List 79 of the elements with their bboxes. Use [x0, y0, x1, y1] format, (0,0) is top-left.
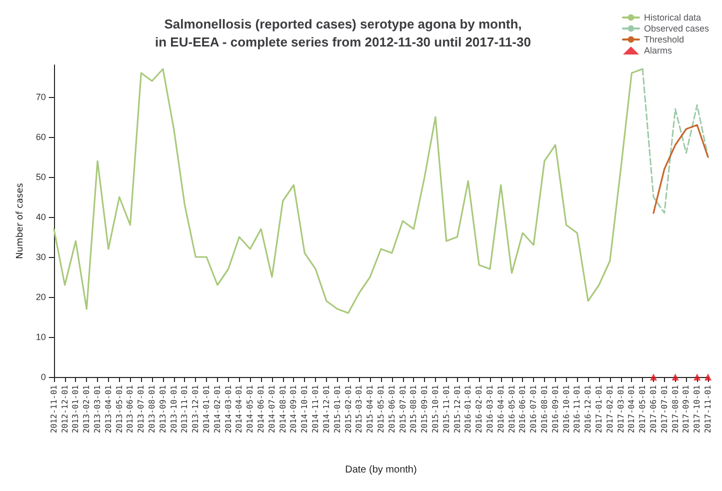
x-tick-label: 2016-07-01: [529, 384, 538, 434]
x-tick-label: 2013-10-01: [169, 384, 178, 434]
x-tick-label: 2016-06-01: [518, 384, 528, 434]
x-tick-label: 2017-08-01: [670, 384, 680, 434]
legend-label: Historical data: [644, 12, 701, 22]
x-tick-label: 2015-04-01: [366, 384, 375, 434]
line-series: [652, 124, 709, 214]
x-tick-label: 2015-11-01: [442, 384, 451, 434]
x-tick-label: 2015-05-01: [376, 384, 386, 434]
x-tick-label: 2013-04-01: [104, 384, 113, 434]
x-tick-label: 2014-11-01: [311, 384, 320, 434]
x-tick-label: 2013-01-01: [71, 384, 80, 434]
x-tick-label: 2016-01-01: [464, 384, 473, 434]
x-tick-label: 2014-01-01: [202, 384, 212, 434]
x-tick-label: 2014-02-01: [212, 384, 222, 434]
x-tick-label: 2016-02-01: [474, 384, 484, 434]
x-tick-label: 2016-10-01: [562, 384, 571, 434]
x-tick-label: 2016-12-01: [584, 384, 593, 434]
x-tick-label: 2013-11-01: [180, 384, 190, 434]
x-tick-label: 2016-04-01: [496, 384, 506, 434]
x-tick-label: 2014-07-01: [267, 384, 276, 434]
x-tick-label: 2015-02-01: [344, 384, 353, 434]
y-tick-label: 30: [36, 252, 46, 262]
line-series: [53, 68, 644, 314]
x-tick-label: 2017-09-01: [682, 384, 691, 434]
legend-label: Threshold: [644, 34, 684, 44]
x-tick-label: 2014-08-01: [278, 384, 288, 434]
x-tick-label: 2014-06-01: [256, 384, 266, 434]
x-tick-label: 2015-08-01: [409, 384, 418, 434]
y-tick-label: 10: [36, 332, 46, 342]
x-tick-label: 2012-12-01: [60, 384, 70, 434]
y-tick-label: 40: [36, 212, 46, 222]
y-tick-label: 50: [36, 172, 46, 182]
x-tick-label: 2017-05-01: [638, 384, 648, 434]
y-tick-label: 60: [36, 132, 46, 142]
x-tick-label: 2017-04-01: [627, 384, 636, 434]
x-tick-label: 2013-02-01: [82, 384, 92, 434]
x-tick-label: 2013-08-01: [148, 384, 157, 434]
x-tick-label: 2014-05-01: [246, 384, 255, 434]
x-tick-label: 2017-03-01: [616, 384, 626, 434]
x-tick-label: 2014-10-01: [300, 384, 310, 434]
x-tick-label: 2017-02-01: [605, 384, 614, 434]
legend-label: Alarms: [644, 46, 672, 56]
x-tick-label: 2013-07-01: [136, 384, 146, 434]
x-tick-label: 2014-09-01: [289, 384, 298, 434]
x-tick-label: 2013-03-01: [93, 384, 102, 434]
x-tick-label: 2017-07-01: [660, 384, 669, 434]
x-tick-label: 2016-11-01: [572, 384, 582, 434]
x-tick-label: 2012-11-01: [49, 384, 58, 434]
x-tick-label: 2014-04-01: [234, 384, 244, 434]
x-tick-label: 2015-10-01: [430, 384, 440, 434]
x-tick-label: 2015-09-01: [420, 384, 430, 434]
x-tick-label: 2014-12-01: [322, 384, 331, 434]
x-tick-label: 2015-07-01: [398, 384, 408, 434]
y-tick-label: 70: [36, 92, 46, 102]
x-tick-label: 2015-03-01: [354, 384, 364, 434]
x-tick-label: 2013-05-01: [114, 384, 124, 434]
x-tick-label: 2017-10-01: [692, 384, 702, 434]
y-tick-label: 0: [40, 372, 46, 382]
x-tick-label: 2015-12-01: [452, 384, 462, 434]
x-tick-label: 2016-08-01: [540, 384, 549, 434]
legend-label: Observed cases: [644, 24, 710, 34]
x-tick-label: 2013-09-01: [158, 384, 168, 434]
x-tick-label: 2017-11-01: [704, 384, 712, 434]
x-tick-label: 2017-01-01: [594, 384, 604, 434]
x-tick-label: 2013-06-01: [126, 384, 135, 434]
x-tick-label: 2014-03-01: [224, 384, 233, 434]
x-tick-label: 2017-06-01: [648, 384, 658, 434]
y-axis-title: Number of cases: [16, 182, 26, 259]
x-axis-title: Date (by month): [345, 464, 417, 476]
line-series: [642, 68, 709, 214]
x-tick-label: 2016-05-01: [507, 384, 516, 434]
chart-title: Salmonellosis (reported cases) serotype agona by month, in EU-EEA - complete series from 2012-11-30 until 2017-11-30: [155, 16, 531, 50]
x-tick-label: 2016-03-01: [485, 384, 494, 434]
x-tick-label: 2015-01-01: [332, 384, 342, 434]
x-tick-label: 2013-12-01: [191, 384, 200, 434]
x-tick-label: 2016-09-01: [550, 384, 560, 434]
y-tick-label: 20: [36, 292, 46, 302]
x-tick-label: 2015-06-01: [387, 384, 396, 434]
